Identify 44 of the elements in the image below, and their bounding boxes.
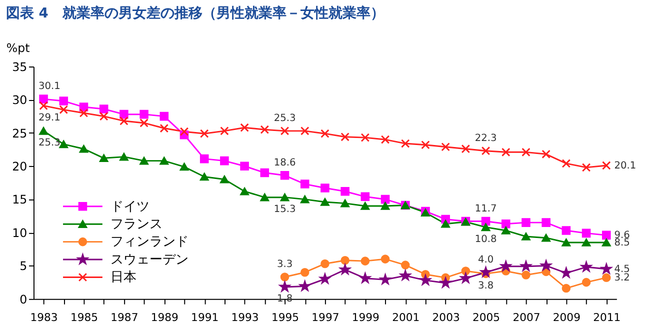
- y-tick-label: 10: [12, 226, 28, 240]
- legend-label: 日本: [110, 270, 136, 286]
- x-tick-label: 1999: [352, 311, 380, 324]
- annotation: 3.3: [276, 259, 293, 270]
- legend-label: フィンランド: [110, 234, 188, 250]
- y-tick-label: 20: [12, 160, 28, 174]
- x-tick-label: 2005: [472, 311, 500, 324]
- x-tick-label: 1993: [231, 311, 259, 324]
- x-tick-label: 2007: [512, 311, 540, 324]
- annotation: 22.3: [474, 133, 497, 144]
- legend-label: スウェーデン: [110, 252, 188, 268]
- x-tick-label: 1983: [30, 311, 58, 324]
- x-tick-label: 2003: [432, 311, 460, 324]
- annotation: 18.6: [274, 158, 296, 169]
- annotation: 25.3: [274, 113, 296, 124]
- x-tick-label: 1989: [150, 311, 179, 324]
- x-tick-label: 1995: [271, 311, 300, 324]
- y-tick-label: 0: [20, 292, 28, 306]
- y-tick-label: 5: [20, 259, 28, 274]
- y-tick-label: 35: [12, 60, 28, 74]
- x-tick-label: 2011: [593, 311, 621, 324]
- chart-title: 図表 4 就業率の男女差の推移（男性就業率－女性就業率）: [6, 4, 384, 22]
- legend-label: ドイツ: [110, 199, 150, 214]
- annotation: 25.3: [38, 138, 60, 149]
- y-axis-title: %pt: [6, 41, 30, 56]
- y-tick-label: 15: [12, 192, 28, 207]
- legend-label: フランス: [110, 217, 162, 232]
- annotation: 3.8: [478, 280, 494, 292]
- annotation: 20.1: [614, 160, 636, 172]
- annotation: 10.8: [474, 234, 497, 245]
- x-tick-label: 2009: [552, 311, 581, 324]
- annotation: 30.1: [38, 81, 60, 92]
- annotation: 4.0: [478, 254, 494, 266]
- y-tick-label: 30: [12, 93, 28, 108]
- annotation: 3.2: [614, 272, 630, 284]
- x-tick-label: 1987: [110, 311, 138, 324]
- x-tick-label: 1997: [312, 311, 340, 324]
- x-tick-label: 1985: [70, 311, 98, 324]
- annotation: 29.1: [38, 112, 60, 124]
- y-tick-label: 25: [12, 126, 28, 140]
- x-tick-label: 2001: [392, 311, 420, 324]
- annotation: 11.7: [474, 203, 497, 214]
- x-tick-label: 1991: [191, 311, 219, 324]
- annotation: 15.3: [274, 204, 296, 216]
